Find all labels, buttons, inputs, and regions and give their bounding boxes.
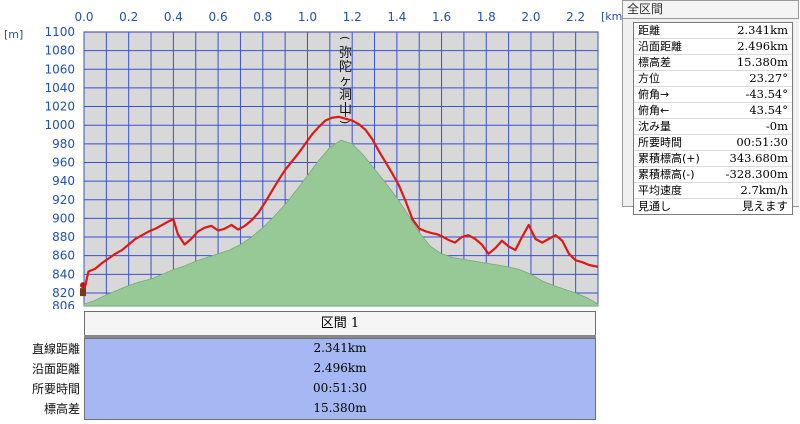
y-tick-label: 806 <box>52 299 75 309</box>
section-row-label: 所要時間 <box>31 382 80 396</box>
y-tick-label: 900 <box>52 211 75 225</box>
stat-row: 平均速度 2.7km/h <box>634 183 792 199</box>
x-tick-label: 1.0 <box>298 10 317 24</box>
x-tick-label: 0.0 <box>74 10 93 24</box>
stat-label: 累積標高(+) <box>638 152 700 165</box>
route-elevation-line <box>82 115 599 292</box>
start-marker-icon <box>80 282 86 289</box>
section-row-label: 沿面距離 <box>31 362 80 376</box>
stat-row: 所要時間 00:51:30 <box>634 135 792 151</box>
stat-label: 俯角→ <box>638 88 670 101</box>
y-tick-label: 980 <box>52 137 75 151</box>
stat-value: -328.300m <box>725 167 788 181</box>
section-table: 区間 1 直線距離沿面距離所要時間標高差 2.341km 2.496km 00:51… <box>0 309 622 424</box>
y-tick-label: 940 <box>52 174 75 188</box>
stat-value: 00:51:30 <box>736 135 788 149</box>
stat-label: 累積標高(-) <box>638 168 695 181</box>
x-tick-label: 1.8 <box>477 10 496 24</box>
stats-table: 距離 2.341km 沿面距離 2.496km 標高差 15.380m 方位 23.27° 俯角… <box>633 22 793 215</box>
stat-label: 見通し <box>638 200 671 213</box>
stat-label: 標高差 <box>638 56 671 69</box>
stat-value: 2.7km/h <box>740 183 788 197</box>
x-tick-label: 0.2 <box>119 10 138 24</box>
x-tick-label: 0.6 <box>209 10 228 24</box>
section-row-label: 直線距離 <box>31 342 80 356</box>
stat-row: 沿面距離 2.496km <box>634 39 792 55</box>
stat-label: 方位 <box>638 72 660 85</box>
x-axis-unit: [km] <box>601 10 622 23</box>
stat-row: 標高差 15.380m <box>634 55 792 71</box>
y-axis-unit: [m] <box>4 28 23 41</box>
y-tick-label: 1060 <box>44 62 75 76</box>
y-tick-label: 1080 <box>44 44 75 58</box>
section-row-label: 標高差 <box>43 402 80 416</box>
annotation-bracket-top: ( <box>338 36 351 40</box>
x-tick-label: 2.2 <box>566 10 585 24</box>
stat-row: 累積標高(-) -328.300m <box>634 167 792 183</box>
stat-row: 俯角← 43.54° <box>634 103 792 119</box>
x-tick-label: 1.4 <box>387 10 406 24</box>
stat-row: 累積標高(+) 343.680m <box>634 151 792 167</box>
stat-value: -43.54° <box>745 87 788 101</box>
ticks-layer: 0.0 0.2 0.4 0.6 0.8 1.0 1.2 1.4 1.6 1.8 2.0 2.2 1100… <box>44 10 585 309</box>
y-tick-label: 1020 <box>44 100 75 114</box>
line-layer <box>82 115 599 292</box>
annotation-bracket-bottom: ) <box>338 120 351 124</box>
annotation-char: 陀 <box>339 59 352 75</box>
y-tick-label: 1000 <box>44 118 75 132</box>
y-tick-label: 880 <box>52 230 75 244</box>
stat-value: 43.54° <box>749 103 788 117</box>
stats-panel-title: 全区間 <box>623 0 799 19</box>
stat-label: 所要時間 <box>638 136 682 149</box>
x-tick-label: 0.4 <box>164 10 183 24</box>
section-row-value: 2.496km <box>313 361 367 375</box>
annotation-char: ヶ <box>339 74 352 89</box>
y-tick-label: 1040 <box>44 81 75 95</box>
y-tick-label: 840 <box>52 267 75 281</box>
stat-value: 15.380m <box>736 55 788 69</box>
y-tick-label: 960 <box>52 155 75 169</box>
stat-value: 2.341km <box>737 23 788 37</box>
stat-value: -0m <box>765 119 788 133</box>
area-layer <box>83 139 599 307</box>
stat-row: 沈み量 -0m <box>634 119 792 135</box>
start-marker-layer <box>80 282 86 297</box>
section-row-value: 00:51:30 <box>313 381 367 395</box>
y-tick-label: 820 <box>52 286 75 300</box>
stat-label: 沿面距離 <box>638 40 682 53</box>
x-tick-label: 1.6 <box>432 10 451 24</box>
section-values-box: 2.341km 2.496km 00:51:30 15.380m <box>84 338 596 420</box>
section-header[interactable]: 区間 1 <box>84 311 596 337</box>
x-tick-label: 1.2 <box>343 10 362 24</box>
stat-label: 平均速度 <box>638 184 682 197</box>
section-row-value: 15.380m <box>313 401 367 415</box>
annotation-char: 洞 <box>339 88 352 103</box>
stat-value: 2.496km <box>737 39 788 53</box>
y-tick-label: 920 <box>52 193 75 207</box>
stat-row: 方位 23.27° <box>634 71 792 87</box>
stat-row: 距離 2.341km <box>634 23 792 39</box>
annotation-char: 山 <box>339 102 352 117</box>
stat-label: 距離 <box>638 24 660 37</box>
y-tick-label: 1100 <box>44 25 75 39</box>
stat-label: 俯角← <box>638 104 670 117</box>
stat-value: 見えます <box>742 199 788 213</box>
stats-panel: 全区間 距離 2.341km 沿面距離 2.496km 標高差 15.380m 方位 23.2… <box>622 0 799 215</box>
stat-row: 俯角→ -43.54° <box>634 87 792 103</box>
y-tick-label: 860 <box>52 249 75 263</box>
stat-value: 23.27° <box>749 71 788 85</box>
section-header-shadow <box>84 335 596 338</box>
section-row-value: 2.341km <box>313 341 367 355</box>
elevation-chart: 0.0 0.2 0.4 0.6 0.8 1.0 1.2 1.4 1.6 1.8 2.0 2.2 1100… <box>4 10 622 309</box>
terrain-area <box>83 139 599 307</box>
stat-value: 343.680m <box>729 151 788 165</box>
annotation-char: 弥 <box>339 45 352 61</box>
x-tick-label: 0.8 <box>253 10 272 24</box>
stat-row: 見通し 見えます <box>634 199 792 214</box>
stat-label: 沈み量 <box>638 120 671 133</box>
start-marker-body <box>80 288 86 297</box>
x-tick-label: 2.0 <box>521 10 540 24</box>
